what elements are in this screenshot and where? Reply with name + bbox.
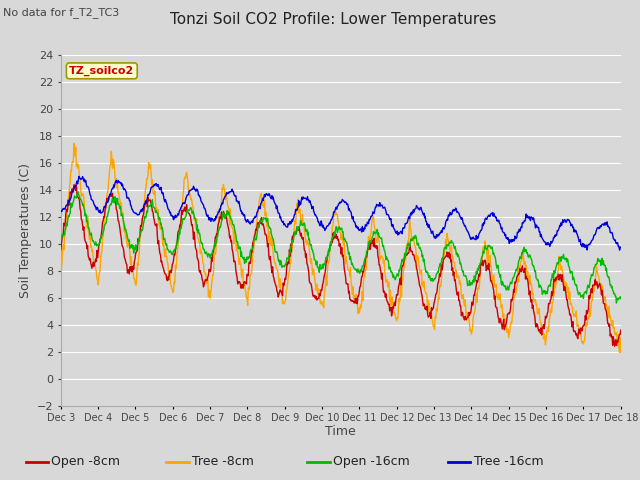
Text: Tonzi Soil CO2 Profile: Lower Temperatures: Tonzi Soil CO2 Profile: Lower Temperatur… [170, 12, 496, 27]
Y-axis label: Soil Temperatures (C): Soil Temperatures (C) [19, 163, 33, 298]
Text: No data for f_T2_TC3: No data for f_T2_TC3 [3, 7, 120, 18]
Text: Open -16cm: Open -16cm [333, 455, 410, 468]
Text: TZ_soilco2: TZ_soilco2 [69, 66, 134, 76]
Text: Open -8cm: Open -8cm [51, 455, 120, 468]
Text: Tree -16cm: Tree -16cm [474, 455, 543, 468]
Text: Tree -8cm: Tree -8cm [192, 455, 254, 468]
X-axis label: Time: Time [325, 425, 356, 438]
